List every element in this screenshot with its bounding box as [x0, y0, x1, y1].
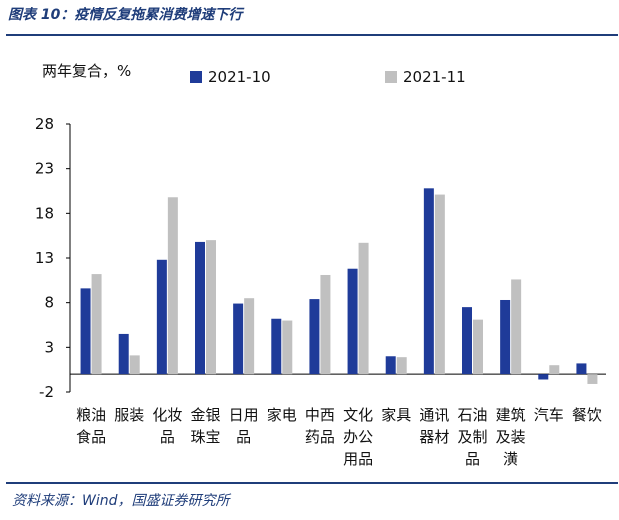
y-unit-label: 两年复合，% — [42, 62, 132, 80]
bar-2021-10-日用品 — [233, 303, 244, 375]
x-category-label: 药品 — [305, 428, 335, 446]
y-tick-label: 8 — [44, 294, 54, 312]
bar-2021-10-汽车 — [538, 374, 549, 380]
x-category-label: 品 — [236, 428, 251, 446]
legend-label-2021-10: 2021-10 — [208, 68, 271, 86]
x-category-label: 潢 — [503, 450, 518, 468]
figure-title: 图表 10：疫情反复拖累消费增速下行 — [8, 7, 243, 23]
legend-label-2021-11: 2021-11 — [403, 68, 466, 86]
bar-2021-11-中西药品 — [320, 274, 331, 375]
bar-2021-10-化妆品 — [156, 259, 167, 375]
legend-item-2021-11: 2021-11 — [385, 68, 466, 86]
x-category-label: 建筑 — [496, 406, 526, 424]
bar-2021-10-通讯器材 — [423, 188, 434, 375]
bar-2021-11-化妆品 — [167, 197, 178, 375]
x-category-label: 金银 — [190, 406, 220, 424]
x-category-label: 器材 — [419, 428, 449, 446]
bar-2021-10-家电 — [271, 318, 282, 375]
x-category-label: 品 — [465, 450, 480, 468]
y-tick-label: 13 — [35, 249, 54, 267]
bar-2021-11-粮油食品 — [91, 274, 102, 375]
x-category-label: 餐饮 — [572, 406, 602, 424]
bar-2021-11-服装 — [129, 355, 140, 375]
bar-2021-11-日用品 — [244, 298, 255, 375]
x-category-label: 汽车 — [534, 406, 564, 424]
bar-2021-10-建筑及装潢 — [500, 299, 511, 375]
x-category-label: 粮油 — [76, 406, 106, 424]
x-category-label: 石油 — [457, 406, 487, 424]
x-category-label: 珠宝 — [190, 428, 220, 446]
bar-2021-10-金银珠宝 — [195, 241, 205, 375]
bar-2021-10-家具 — [385, 356, 396, 375]
x-category-label: 中西 — [305, 406, 335, 424]
y-tick-label: 18 — [35, 204, 54, 222]
title-rule — [6, 34, 618, 36]
bar-2021-10-服装 — [118, 333, 129, 375]
x-category-label: 家具 — [381, 406, 411, 424]
x-category-label: 及制 — [457, 428, 487, 446]
legend-swatch-2021-11 — [385, 71, 397, 83]
bar-2021-10-石油及制品 — [462, 307, 472, 375]
x-category-label: 家电 — [267, 406, 297, 424]
bar-2021-11-家具 — [396, 357, 407, 375]
x-category-label: 日用 — [229, 406, 259, 424]
x-category-label: 用品 — [343, 450, 373, 468]
x-category-label: 文化 — [343, 406, 373, 424]
bar-2021-11-通讯器材 — [434, 194, 445, 375]
y-tick-label: -2 — [39, 383, 54, 401]
x-category-label: 办公 — [343, 428, 373, 446]
x-category-label: 食品 — [76, 428, 106, 446]
x-category-label: 及装 — [496, 428, 526, 446]
bar-2021-11-石油及制品 — [473, 319, 483, 375]
bar-2021-10-粮油食品 — [80, 288, 91, 375]
y-tick-label: 3 — [44, 338, 54, 356]
source-note: 资料来源：Wind，国盛证券研究所 — [12, 493, 230, 509]
x-category-label: 化妆 — [152, 406, 182, 424]
source-rule — [6, 482, 618, 484]
bar-2021-11-汽车 — [549, 365, 560, 375]
bar-2021-11-金银珠宝 — [206, 240, 216, 375]
legend-swatch-2021-10 — [190, 71, 202, 83]
bar-2021-11-建筑及装潢 — [511, 279, 522, 375]
x-category-label: 服装 — [114, 406, 144, 424]
bar-2021-10-文化办公用品 — [347, 268, 358, 375]
y-tick-label: 23 — [35, 160, 54, 178]
bar-2021-11-文化办公用品 — [358, 242, 369, 375]
x-category-label: 通讯 — [419, 406, 449, 424]
x-category-label: 品 — [160, 428, 175, 446]
legend-item-2021-10: 2021-10 — [190, 68, 271, 86]
bar-2021-11-餐饮 — [587, 374, 598, 384]
bar-2021-11-家电 — [282, 320, 293, 375]
bar-2021-10-中西药品 — [309, 299, 320, 375]
y-tick-label: 28 — [35, 115, 54, 133]
bar-2021-10-餐饮 — [576, 363, 587, 375]
